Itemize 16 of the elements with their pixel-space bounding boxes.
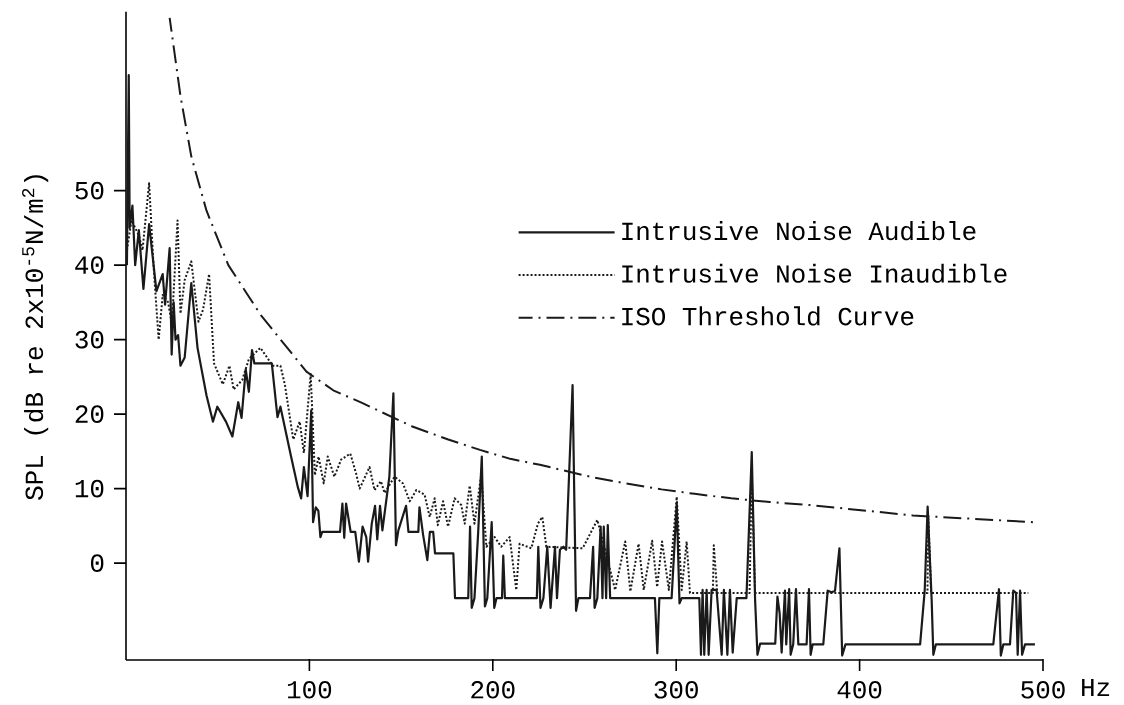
y-tick-label: 10: [75, 479, 104, 498]
legend-label: ISO Threshold Curve: [622, 306, 914, 326]
x-tick-label: 100: [287, 681, 332, 699]
y-tick-label: 30: [75, 330, 104, 349]
x-tick-label: 400: [837, 681, 882, 699]
legend-label: Intrusive Noise Audible: [622, 221, 976, 241]
x-tick-label: 500: [1021, 681, 1065, 699]
y-tick-label: 20: [75, 405, 104, 423]
y-tick-label: 50: [75, 181, 104, 200]
legend-label: Intrusive Noise Inaudible: [622, 263, 1007, 283]
x-tick-label: 300: [654, 681, 698, 699]
y-tick-label: 0: [90, 554, 104, 572]
x-tick-label: 200: [471, 681, 515, 699]
y-tick-label: 40: [75, 256, 104, 274]
x-axis-title: Hz: [1082, 679, 1110, 697]
y-axis-title: SPL (dB re 2x10$^{-5}$N/m$^{2}$): [22, 175, 49, 500]
